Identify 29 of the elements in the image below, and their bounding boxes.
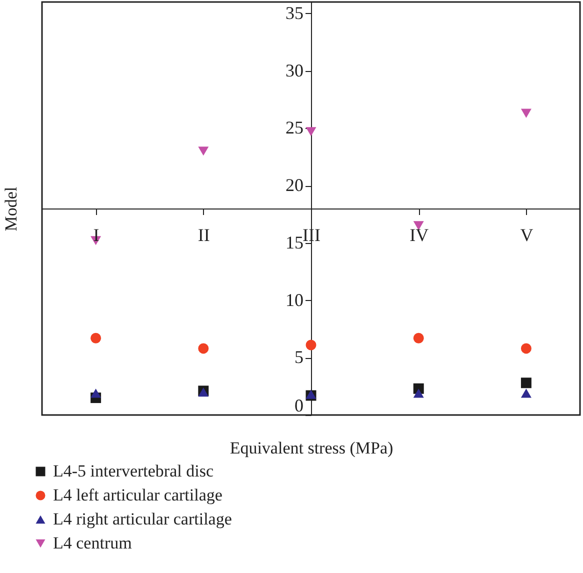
point: [413, 332, 424, 344]
y-tick-label: 0: [294, 396, 304, 416]
y-axis-title: Model: [2, 186, 20, 232]
point: [520, 378, 532, 388]
point: [520, 388, 532, 398]
point: [198, 343, 209, 354]
point: [306, 127, 316, 136]
y-tick-label: 10: [286, 290, 304, 310]
point: [90, 332, 102, 344]
x-tick-label: V: [520, 225, 534, 245]
y-tick-label: 15: [286, 232, 304, 252]
point: [520, 108, 532, 118]
x-axis-title: Equivalent stress (MPa): [230, 438, 394, 458]
y-tick-label: 30: [286, 60, 304, 80]
point: [198, 146, 209, 156]
legend-label: L4 right articular cartilage: [53, 510, 232, 528]
point: [306, 340, 316, 350]
y-tick-label: 20: [286, 175, 304, 196]
y-tick-label: 35: [286, 2, 304, 23]
point: [520, 343, 532, 354]
legend-label: L4-5 intervertebral disc: [53, 462, 214, 480]
x-tick-label: IV: [410, 225, 429, 245]
x-tick-label: II: [198, 225, 210, 245]
y-tick-label: 5: [294, 347, 304, 368]
y-tick-label: 25: [286, 118, 304, 138]
legend-label: L4 centrum: [53, 534, 132, 552]
point: [90, 388, 102, 398]
point: [413, 388, 424, 398]
legend-label: L4 left articular cartilage: [53, 486, 222, 504]
